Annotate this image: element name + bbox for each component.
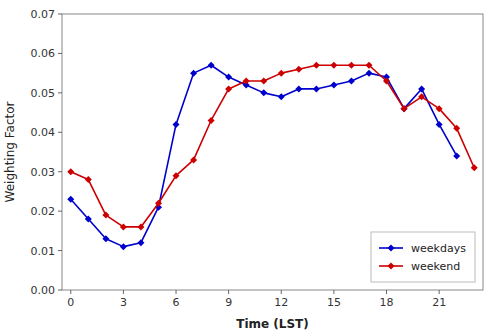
- point-marker: [190, 70, 197, 77]
- point-marker: [173, 121, 180, 128]
- point-marker: [418, 93, 425, 100]
- point-marker: [295, 85, 302, 92]
- y-tick: [58, 211, 62, 212]
- legend-box: [371, 232, 475, 282]
- x-tick: [386, 290, 387, 294]
- point-marker: [453, 125, 460, 132]
- x-tick: [176, 290, 177, 294]
- point-marker: [471, 164, 478, 171]
- series-line: [71, 65, 457, 246]
- point-marker: [173, 172, 180, 179]
- point-marker: [348, 78, 355, 85]
- point-marker: [243, 78, 250, 85]
- point-marker: [102, 212, 109, 219]
- legend: weekdays weekend: [371, 232, 475, 282]
- x-tick-label: 12: [274, 296, 288, 309]
- y-tick-label: 0.02: [31, 205, 56, 218]
- y-tick-label: 0.06: [31, 47, 56, 60]
- point-marker: [190, 156, 197, 163]
- plot-frame: [62, 14, 483, 290]
- plot-marks: [67, 62, 477, 250]
- x-tick: [70, 290, 71, 294]
- y-tick: [58, 53, 62, 54]
- y-tick-label: 0.05: [31, 87, 56, 100]
- point-marker: [120, 223, 127, 230]
- point-marker: [365, 70, 372, 77]
- point-marker: [383, 78, 390, 85]
- point-marker: [208, 62, 215, 69]
- y-tick-label: 0.03: [31, 166, 56, 179]
- point-marker: [155, 200, 162, 207]
- point-marker: [313, 85, 320, 92]
- point-marker: [208, 117, 215, 124]
- x-tick: [439, 290, 440, 294]
- legend-marker: [388, 245, 395, 252]
- point-marker: [295, 66, 302, 73]
- point-marker: [102, 235, 109, 242]
- y-tick: [58, 132, 62, 133]
- point-marker: [225, 85, 232, 92]
- x-axis-label: Time (LST): [236, 317, 309, 331]
- point-marker: [348, 62, 355, 69]
- point-marker: [67, 168, 74, 175]
- x-tick: [123, 290, 124, 294]
- y-tick: [58, 14, 62, 15]
- point-marker: [120, 243, 127, 250]
- series-line: [71, 65, 474, 227]
- point-marker: [137, 223, 144, 230]
- x-tick-label: 21: [432, 296, 446, 309]
- x-tick-label: 9: [225, 296, 232, 309]
- x-tick: [333, 290, 334, 294]
- y-tick-label: 0.07: [31, 8, 56, 21]
- x-tick-label: 6: [173, 296, 180, 309]
- x-tick-label: 18: [380, 296, 394, 309]
- y-tick-label: 0.04: [31, 126, 56, 139]
- y-tick-label: 0.00: [31, 284, 56, 297]
- y-tick: [58, 250, 62, 251]
- point-marker: [260, 89, 267, 96]
- x-tick: [228, 290, 229, 294]
- x-tick-label: 15: [327, 296, 341, 309]
- x-tick-label: 3: [120, 296, 127, 309]
- point-marker: [436, 105, 443, 112]
- y-tick: [58, 92, 62, 93]
- x-tick-label: 0: [67, 296, 74, 309]
- point-marker: [401, 105, 408, 112]
- y-tick: [58, 290, 62, 291]
- point-marker: [85, 176, 92, 183]
- legend-label: weekend: [411, 260, 460, 273]
- point-marker: [330, 81, 337, 88]
- point-marker: [260, 78, 267, 85]
- point-marker: [67, 196, 74, 203]
- point-marker: [313, 62, 320, 69]
- point-marker: [453, 152, 460, 159]
- legend-label: weekdays: [411, 242, 466, 255]
- point-marker: [330, 62, 337, 69]
- point-marker: [418, 85, 425, 92]
- point-marker: [225, 74, 232, 81]
- x-tick: [281, 290, 282, 294]
- y-tick: [58, 171, 62, 172]
- point-marker: [85, 216, 92, 223]
- point-marker: [278, 93, 285, 100]
- point-marker: [436, 121, 443, 128]
- chart: 0.00 0.01 0.02 0.03 0.04 0.05 0.06 0.07 0 3 6 9 12 15…: [0, 0, 499, 336]
- point-marker: [365, 62, 372, 69]
- y-tick-label: 0.01: [31, 245, 56, 258]
- point-marker: [278, 70, 285, 77]
- legend-marker: [388, 263, 395, 270]
- point-marker: [137, 239, 144, 246]
- y-axis-label: Weighting Factor: [3, 101, 17, 202]
